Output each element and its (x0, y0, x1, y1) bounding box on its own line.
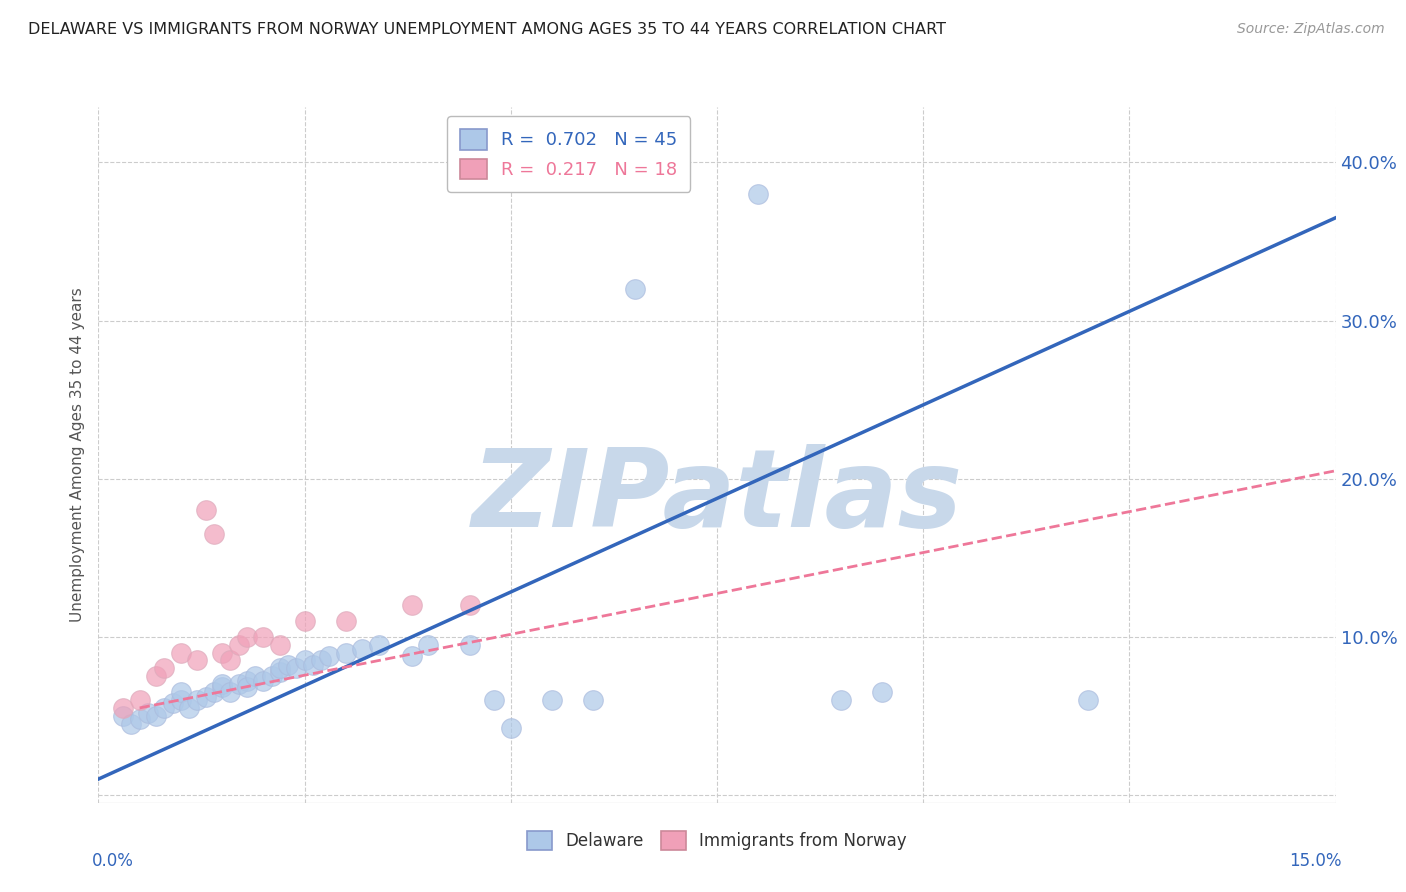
Point (202, 527, 225, 541)
Point (145, 669, 167, 683)
Point (285, 661, 308, 675)
Point (219, 653, 242, 667)
Point (318, 648, 340, 663)
Point (236, 681, 259, 695)
Point (309, 653, 332, 667)
Point (294, 653, 316, 667)
Point (211, 677, 233, 691)
Point (219, 685, 242, 699)
Point (228, 677, 250, 691)
Point (458, 638, 481, 652)
Point (1077, 693, 1099, 707)
Point (401, 598, 423, 612)
Text: DELAWARE VS IMMIGRANTS FROM NORWAY UNEMPLOYMENT AMONG AGES 35 TO 44 YEARS CORREL: DELAWARE VS IMMIGRANTS FROM NORWAY UNEMP… (28, 22, 946, 37)
Point (747, 186, 769, 201)
Point (202, 685, 225, 699)
Text: Source: ZipAtlas.com: Source: ZipAtlas.com (1237, 22, 1385, 37)
Point (352, 642, 374, 657)
Point (269, 665, 291, 679)
Point (170, 646, 193, 660)
Point (870, 685, 893, 699)
Point (186, 693, 208, 707)
Point (260, 669, 283, 683)
Point (228, 638, 250, 652)
Point (302, 658, 325, 673)
Point (830, 693, 852, 707)
Point (236, 674, 259, 689)
Point (294, 614, 316, 628)
Point (236, 630, 259, 644)
Point (252, 674, 274, 689)
Point (153, 701, 176, 715)
Point (458, 598, 481, 612)
Point (418, 638, 440, 652)
Point (401, 648, 423, 663)
Point (170, 685, 193, 699)
Point (243, 669, 266, 683)
Point (170, 693, 193, 707)
Y-axis label: Unemployment Among Ages 35 to 44 years: Unemployment Among Ages 35 to 44 years (69, 287, 84, 623)
Point (112, 708, 135, 723)
Point (211, 681, 233, 695)
Point (367, 638, 389, 652)
Legend: Delaware, Immigrants from Norway: Delaware, Immigrants from Norway (520, 824, 914, 857)
Point (269, 638, 291, 652)
Point (541, 693, 564, 707)
Point (623, 282, 645, 296)
Point (128, 712, 150, 726)
Point (269, 661, 291, 675)
Point (211, 646, 233, 660)
Point (194, 690, 217, 704)
Point (145, 708, 167, 723)
Point (335, 646, 357, 660)
Point (194, 503, 217, 517)
Point (162, 696, 184, 710)
Text: 15.0%: 15.0% (1289, 852, 1341, 870)
Point (179, 701, 201, 715)
Point (484, 693, 506, 707)
Point (112, 701, 135, 715)
Point (277, 658, 299, 673)
Point (582, 693, 605, 707)
Point (335, 614, 357, 628)
Point (128, 693, 150, 707)
Point (120, 716, 142, 731)
Point (252, 630, 274, 644)
Point (153, 661, 176, 675)
Text: 0.0%: 0.0% (93, 852, 134, 870)
Point (136, 706, 159, 720)
Text: ZIPatlas: ZIPatlas (471, 443, 963, 549)
Point (499, 722, 522, 736)
Point (186, 653, 208, 667)
